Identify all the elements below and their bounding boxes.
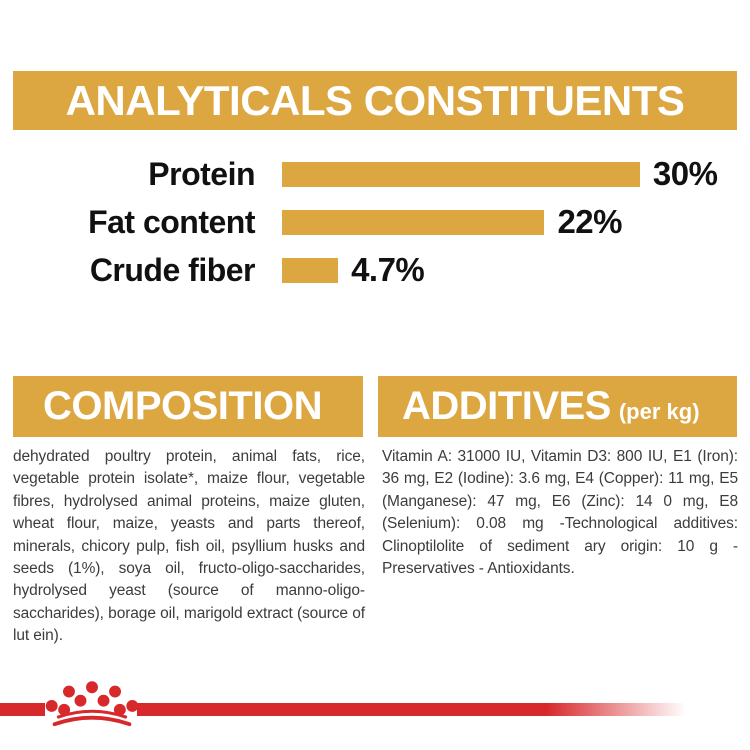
chart-row: Protein 30% xyxy=(0,150,750,198)
chart-value-label: 30% xyxy=(652,155,718,192)
chart-value-label: 4.7% xyxy=(351,251,425,288)
composition-title: COMPOSITION xyxy=(43,384,322,428)
chart-category-label: Crude fiber xyxy=(89,251,256,288)
chart-bar xyxy=(282,257,339,283)
analytical-constituents-bar-chart: Protein 30% Fat content 22% Crude fiber 4.7% xyxy=(0,150,750,294)
chart-category-label: Protein xyxy=(148,155,255,192)
additives-title-suffix: (per kg) xyxy=(618,399,700,424)
chart-row: Fat content 22% xyxy=(0,198,750,246)
chart-bar xyxy=(282,161,640,187)
additives-body-text: Vitamin A: 31000 IU, Vitamin D3: 800 IU,… xyxy=(382,448,738,578)
composition-banner: COMPOSITION xyxy=(13,376,363,437)
additives-title-group: ADDITIVES (per kg) xyxy=(402,384,700,429)
royal-canin-crown-icon xyxy=(45,681,139,727)
additives-title: ADDITIVES xyxy=(402,384,611,428)
analytical-constituents-banner: ANALYTICALS CONSTITUENTS xyxy=(13,71,737,130)
analytical-constituents-title: ANALYTICALS CONSTITUENTS xyxy=(65,76,685,124)
footer-red-bar xyxy=(0,703,700,716)
additives-banner: ADDITIVES (per kg) xyxy=(378,376,737,437)
chart-category-label: Fat content xyxy=(88,203,255,240)
composition-body-text: dehydrated poultry protein, animal fats,… xyxy=(13,448,365,645)
chart-value-label: 22% xyxy=(557,203,623,240)
chart-bar xyxy=(282,209,545,235)
chart-row: Crude fiber 4.7% xyxy=(0,246,750,294)
